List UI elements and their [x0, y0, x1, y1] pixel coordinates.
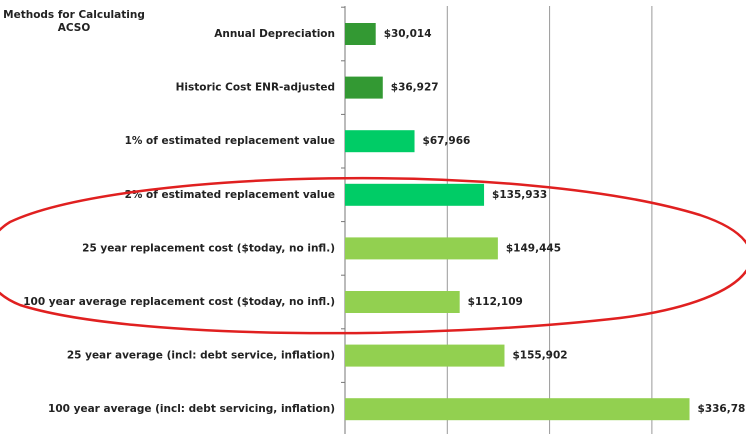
- bar: [345, 237, 498, 260]
- bar: [345, 398, 690, 421]
- value-label: $155,902: [512, 350, 567, 362]
- bar: [345, 183, 485, 206]
- y-tick-label: 100 year average replacement cost ($toda…: [23, 296, 335, 308]
- y-tick-label: 25 year replacement cost ($today, no inf…: [82, 242, 335, 254]
- bar: [345, 291, 460, 313]
- bar: [345, 23, 376, 45]
- y-tick-label: 2% of estimated replacement value: [125, 189, 335, 201]
- y-tick-label: 100 year average (incl: debt servicing, …: [48, 403, 335, 415]
- value-label: $30,014: [384, 28, 432, 40]
- y-tick-label: 1% of estimated replacement value: [125, 135, 335, 147]
- value-label: $336,787: [698, 403, 746, 415]
- y-tick-label: Annual Depreciation: [214, 28, 335, 40]
- y-tick-label: Historic Cost ENR-adjusted: [176, 82, 335, 94]
- value-label: $36,927: [391, 82, 439, 94]
- bar: [345, 344, 505, 367]
- value-label: $67,966: [423, 135, 471, 147]
- chart-title: Methods for Calculating ACSO: [3, 9, 145, 34]
- bar: [345, 130, 415, 153]
- value-label: $112,109: [468, 296, 523, 308]
- value-label: $135,933: [492, 189, 547, 201]
- value-label: $149,445: [506, 242, 561, 254]
- highlight-ellipse: [0, 176, 746, 335]
- bar: [345, 76, 383, 99]
- y-tick-label: 25 year average (incl: debt service, inf…: [67, 350, 335, 362]
